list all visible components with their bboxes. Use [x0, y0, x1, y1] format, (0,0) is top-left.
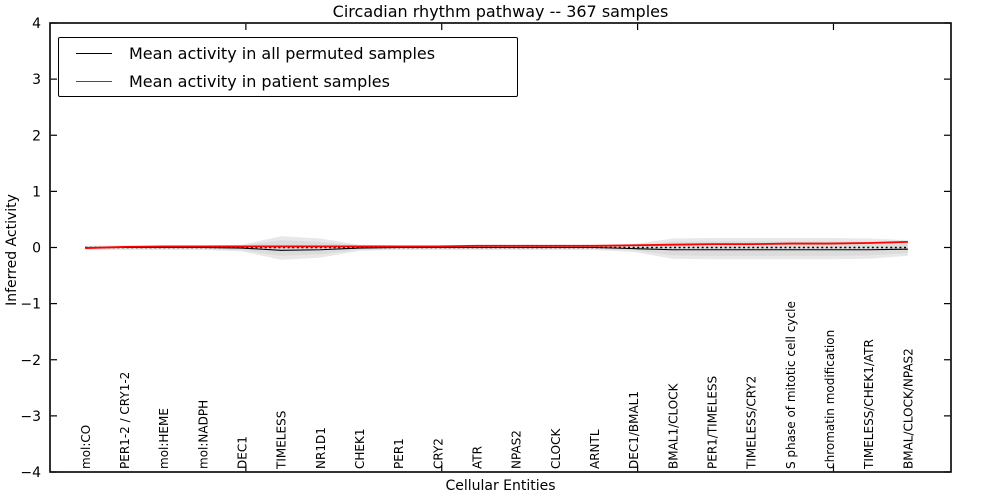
y-tick-label: −3 [20, 409, 41, 425]
axes-box [49, 22, 952, 473]
category-label: TIMELESS/CHEK1/ATR [862, 339, 876, 470]
y-tick-label: 0 [32, 241, 41, 257]
category-label: CRY2 [431, 438, 445, 469]
category-label: PER1/TIMELESS [706, 376, 720, 469]
y-tick-label: −2 [20, 353, 41, 369]
category-label: CHEK1 [353, 429, 367, 470]
category-label: PER1 [392, 438, 406, 469]
category-label: BMAL1/CLOCK [666, 382, 680, 469]
series-line-2 [85, 240, 908, 249]
category-label: ARNTL [588, 429, 602, 469]
legend-label-patient: Mean activity in patient samples [129, 71, 390, 91]
y-axis-label: Inferred Activity [4, 194, 20, 306]
category-label: chromatin modification [823, 330, 837, 469]
legend-entry-permuted: Mean activity in all permuted samples [59, 40, 517, 66]
category-label: NPAS2 [510, 430, 524, 469]
x-axis-label: Cellular Entities [445, 478, 556, 494]
category-label: NR1D1 [314, 427, 328, 469]
legend-line-permuted-icon [76, 52, 112, 54]
category-label: mol:NADPH [196, 400, 210, 469]
category-label: TIMELESS [275, 411, 289, 470]
category-label: CLOCK [549, 428, 563, 469]
chart-title: Circadian rhythm pathway -- 367 samples [332, 2, 669, 21]
y-tick-label: 1 [32, 184, 41, 200]
category-label: mol:HEME [157, 408, 171, 469]
legend-label-permuted: Mean activity in all permuted samples [129, 43, 436, 63]
category-label: DEC1 [235, 436, 249, 469]
category-label: PER1-2 / CRY1-2 [118, 372, 132, 469]
legend-line-patient-icon [76, 80, 112, 82]
legend-entry-patient: Mean activity in patient samples [59, 68, 517, 94]
legend: Mean activity in all permuted samples Me… [58, 37, 518, 97]
category-label: DEC1/BMAL1 [627, 391, 641, 469]
category-label: mol:CO [79, 425, 93, 469]
category-label: TIMELESS/CRY2 [745, 376, 759, 470]
category-label: ATR [470, 446, 484, 469]
y-tick-label: −1 [20, 297, 41, 313]
category-label: S phase of mitotic cell cycle [784, 301, 798, 469]
y-tick-label: 3 [32, 72, 41, 88]
y-tick-label: 2 [32, 128, 41, 144]
category-label: BMAL/CLOCK/NPAS2 [901, 348, 915, 469]
y-tick-label: 4 [32, 16, 41, 32]
y-tick-label: −4 [20, 465, 41, 481]
